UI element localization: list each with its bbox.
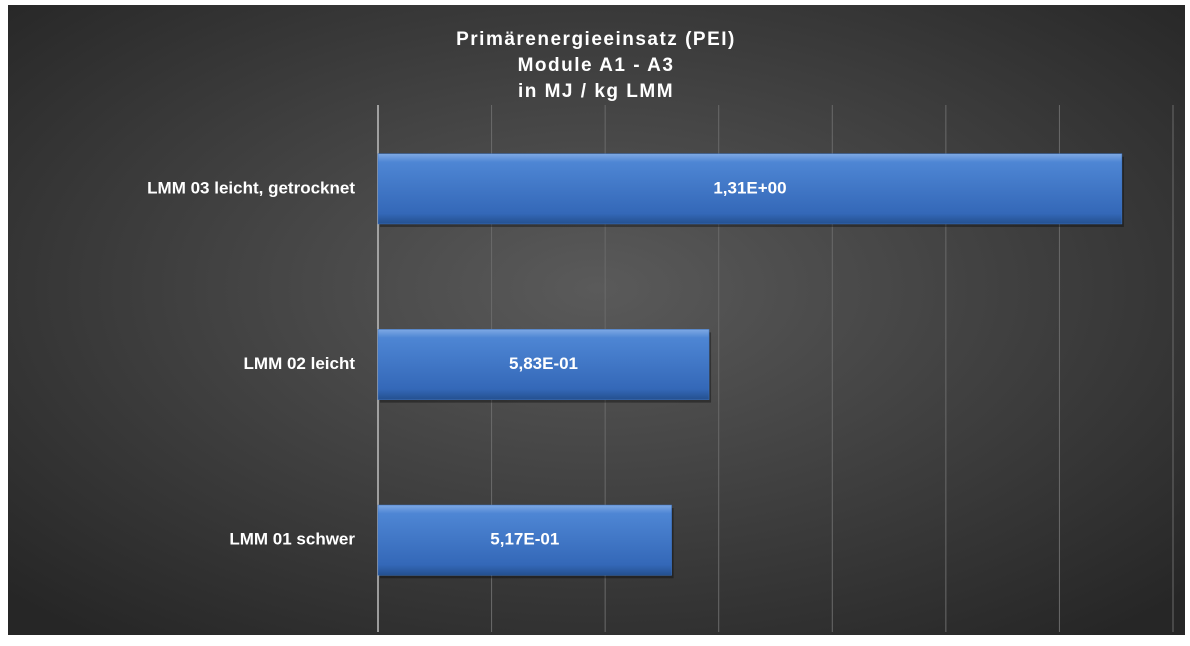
category-label: LMM 02 leicht (244, 354, 356, 373)
category-label: LMM 03 leicht, getrocknet (147, 178, 355, 197)
value-label: 5,17E-01 (490, 530, 559, 549)
category-label: LMM 01 schwer (229, 530, 355, 549)
chart-title: in MJ / kg LMM (518, 81, 674, 102)
bar (377, 329, 710, 400)
value-label: 5,83E-01 (509, 354, 578, 373)
value-label: 1,31E+00 (713, 178, 786, 197)
bar (377, 153, 1123, 225)
chart-title: Primärenergieeinsatz (PEI) (456, 29, 736, 50)
chart-title: Module A1 - A3 (518, 55, 675, 76)
bar (377, 504, 672, 576)
